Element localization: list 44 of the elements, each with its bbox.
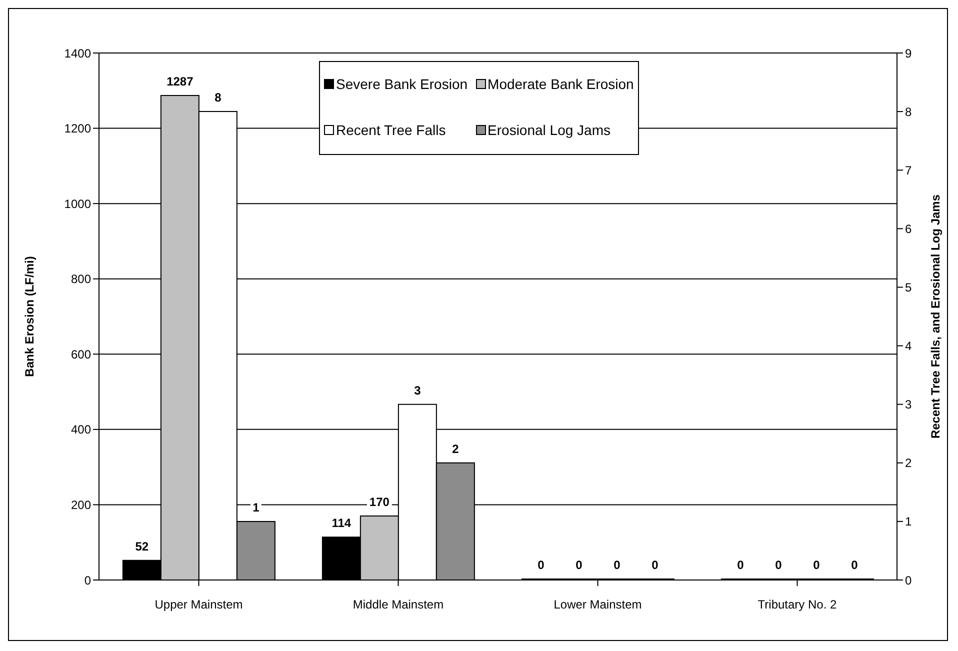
y2-tick-label: 8: [905, 104, 912, 119]
y2-tick-label: 5: [905, 280, 912, 294]
y2-tick-label: 2: [905, 456, 912, 470]
data-label: 0: [737, 558, 744, 572]
data-label: 0: [851, 558, 858, 572]
y-axis-title: Bank Erosion (LF/mi): [22, 256, 36, 377]
y2-tick-label: 4: [905, 339, 912, 354]
y-tick-label: 1200: [64, 122, 92, 136]
data-label: 0: [813, 558, 820, 572]
legend-label: Moderate Bank Erosion: [488, 76, 634, 92]
legend-label: Severe Bank Erosion: [336, 76, 468, 92]
y2-tick-label: 7: [905, 163, 912, 178]
y-tick-label: 400: [70, 422, 92, 437]
data-label: 1: [252, 500, 260, 514]
data-label: 0: [652, 558, 659, 572]
legend-label: Erosional Log Jams: [488, 122, 610, 138]
data-label: 1287: [166, 74, 194, 89]
data-label: 0: [538, 558, 545, 572]
data-label: 170: [369, 495, 390, 510]
y-tick-label: 1000: [64, 196, 92, 211]
y2-tick-label: 1: [905, 514, 912, 529]
y2-tick-label: 6: [905, 222, 912, 236]
data-label: 0: [775, 558, 782, 572]
data-label: 3: [414, 383, 422, 398]
y-tick-label: 0: [84, 573, 92, 588]
data-label: 0: [576, 558, 583, 572]
x-tick-label: Middle Mainstem: [352, 598, 444, 612]
legend-label: Recent Tree Falls: [336, 122, 446, 138]
data-label: 52: [135, 539, 149, 554]
y2-tick-label: 0: [905, 573, 912, 588]
data-label: 2: [452, 442, 460, 456]
x-tick-label: Lower Mainstem: [554, 598, 642, 612]
y2-axis-title: Recent Tree Falls, and Erosional Log Jams: [928, 194, 942, 439]
x-tick-label: Upper Mainstem: [154, 598, 243, 612]
data-label: 0: [614, 558, 621, 572]
y-tick-label: 1400: [64, 46, 92, 60]
data-label: 8: [214, 90, 222, 105]
y2-tick-label: 3: [905, 398, 912, 412]
y-tick-label: 200: [70, 498, 92, 512]
x-tick-label: Tributary No. 2: [758, 598, 838, 612]
y-tick-label: 800: [70, 272, 92, 286]
y-tick-label: 600: [70, 347, 92, 362]
y2-tick-label: 9: [905, 46, 912, 60]
data-label: 114: [332, 516, 352, 530]
